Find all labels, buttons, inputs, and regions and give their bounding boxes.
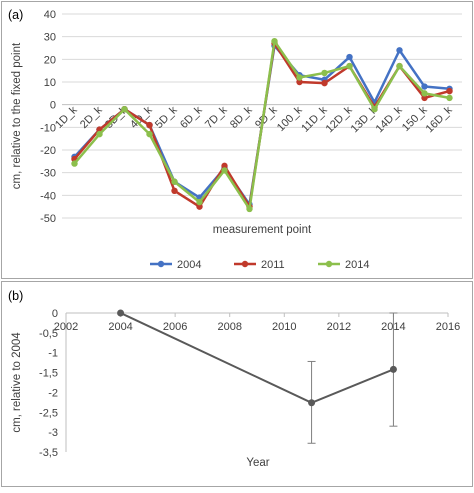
data-point-2011 (296, 78, 303, 86)
x-axis-title: measurement point (213, 224, 312, 236)
y-tick-label: -3 (48, 427, 58, 439)
x-tick-label: 2008 (217, 321, 241, 333)
legend-marker-2004 (157, 260, 165, 268)
legend-marker-2011 (241, 260, 249, 268)
data-point-2014 (246, 205, 253, 213)
data-point-2014 (271, 38, 278, 45)
data-point-2014 (446, 94, 453, 102)
x-axis-title: Year (246, 457, 269, 469)
y-tick-label: -3,5 (39, 447, 58, 459)
data-point-2014 (71, 160, 78, 167)
data-point-2011 (196, 203, 203, 210)
y-tick-label: -0,5 (39, 328, 58, 340)
y-axis-title: cm, relative to the fixed point (11, 42, 23, 189)
y-tick-label: 40 (44, 9, 56, 21)
data-point-2011 (171, 187, 178, 194)
y-tick-label: -1,5 (39, 368, 58, 380)
data-point-2011 (321, 79, 328, 87)
chart-b: 0 -0,5 -1 -1,5 -2 -2,5 -3 -3,5 2002 2004 2006 2008 2… (11, 308, 460, 469)
data-point-2014 (196, 198, 203, 206)
data-point-2004 (346, 53, 353, 61)
panel-b-tag: (b) (8, 289, 23, 303)
y-tick-label: 30 (44, 32, 56, 44)
data-point-2014 (121, 106, 128, 113)
y-tick-label: -10 (40, 122, 56, 134)
y-tick-label: -2,5 (39, 407, 58, 419)
data-point-2004 (396, 47, 403, 54)
x-tick-label: 2010 (272, 321, 296, 333)
panel-a-tag: (a) (8, 8, 23, 22)
x-tick-label: 2002 (54, 321, 78, 333)
panel-a-frame (1, 1, 473, 279)
panel-b-frame (1, 281, 473, 487)
data-point-2014 (221, 167, 228, 174)
data-point (308, 399, 316, 407)
data-point-2014 (146, 130, 153, 138)
y-tick-label: 0 (50, 100, 56, 112)
series-line-2014 (73, 39, 450, 211)
y-tick-label: -1 (48, 348, 58, 360)
data-point-2011 (446, 87, 453, 95)
data-point-2014 (171, 178, 178, 185)
x-tick-label: 2012 (327, 321, 351, 333)
y-tick-label: 20 (44, 54, 56, 66)
y-axis-title: cm, relative to 2004 (11, 332, 23, 433)
y-tick-label: -40 (40, 190, 56, 202)
y-tick-label: -30 (40, 168, 56, 180)
data-point-2014 (396, 62, 403, 70)
x-tick-label: 2016 (436, 321, 460, 333)
data-point-2011 (146, 121, 153, 129)
data-point-2011 (421, 94, 428, 102)
data-point-2004 (421, 83, 428, 90)
y-tick-label: 0 (52, 308, 58, 320)
y-tick-label: 10 (44, 77, 56, 89)
legend-label-2011: 2011 (261, 259, 285, 271)
data-point (389, 365, 397, 373)
data-point-2014 (371, 106, 378, 113)
y-tick-label: -50 (40, 213, 56, 225)
data-point-2014 (96, 130, 103, 138)
data-point-2014 (296, 74, 303, 81)
x-tick-label: 2006 (163, 321, 187, 333)
data-point (117, 309, 125, 317)
legend-label-2014: 2014 (345, 259, 369, 271)
y-tick-label: -2 (48, 387, 58, 399)
y-tick-label: -20 (40, 145, 56, 157)
data-point-2014 (421, 90, 428, 97)
data-point-2014 (346, 62, 353, 70)
data-point-2011 (221, 162, 228, 170)
legend-label-2004: 2004 (177, 259, 201, 271)
data-point-2014 (321, 69, 328, 77)
x-tick-label: 2004 (108, 321, 132, 333)
legend-marker-2014 (325, 260, 333, 268)
